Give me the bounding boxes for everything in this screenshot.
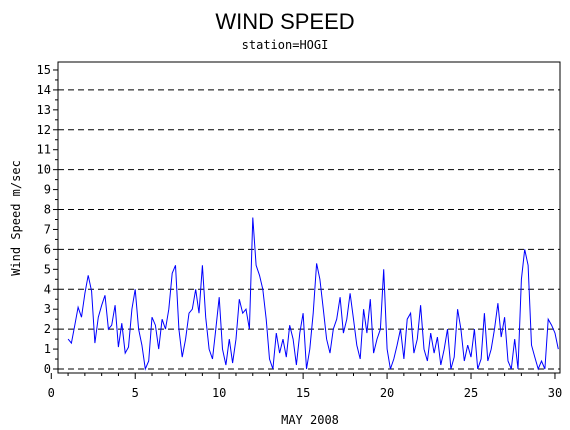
y-tick-label-11: 11	[37, 143, 51, 157]
wind-speed-series-line	[67, 217, 559, 371]
x-tick-label-30: 30	[548, 386, 562, 400]
y-tick-label-12: 12	[37, 123, 51, 137]
y-tick-label-13: 13	[37, 103, 51, 117]
plot-frame	[57, 61, 561, 374]
y-axis-label: Wind Speed m/sec	[9, 160, 23, 276]
y-tick-label-15: 15	[37, 63, 51, 77]
x-tick-label-15: 15	[296, 386, 310, 400]
y-tick-label-5: 5	[44, 262, 51, 276]
x-axis-label: MAY 2008	[281, 413, 339, 427]
chart-subtitle: station=HOGI	[242, 38, 329, 52]
y-tick-label-9: 9	[44, 183, 51, 197]
y-tick-label-6: 6	[44, 242, 51, 256]
x-tick-label-0: 0	[48, 386, 55, 400]
axes	[57, 61, 561, 374]
y-tick-label-10: 10	[37, 163, 51, 177]
y-tick-label-14: 14	[37, 83, 51, 97]
y-tick-label-2: 2	[44, 322, 51, 336]
gridlines	[58, 89, 560, 370]
chart-title: WIND SPEED	[215, 9, 354, 34]
y-tick-label-1: 1	[44, 342, 51, 356]
y-tick-label-4: 4	[44, 282, 51, 296]
x-tick-label-20: 20	[380, 386, 394, 400]
y-tick-label-8: 8	[44, 203, 51, 217]
y-tick-label-0: 0	[44, 362, 51, 376]
series-group	[67, 217, 559, 371]
x-tick-label-10: 10	[212, 386, 226, 400]
x-tick-label-5: 5	[132, 386, 139, 400]
x-tick-label-25: 25	[464, 386, 478, 400]
y-tick-label-3: 3	[44, 302, 51, 316]
y-tick-label-7: 7	[44, 222, 51, 236]
